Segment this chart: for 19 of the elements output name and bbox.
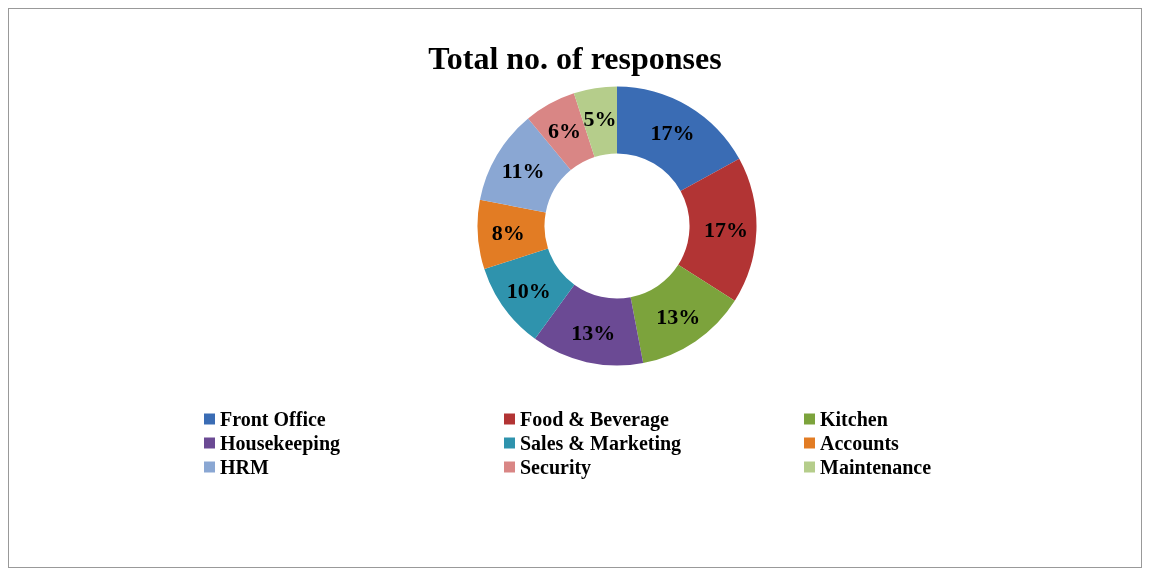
data-label: 13% — [571, 319, 616, 345]
legend-label: Housekeeping — [220, 432, 341, 455]
data-label: 11% — [501, 158, 545, 183]
legend-label: Food & Beverage — [520, 408, 669, 431]
legend-label: Accounts — [820, 432, 900, 454]
data-label: 17% — [650, 119, 695, 145]
data-label: 6% — [547, 117, 581, 143]
legend-label: Maintenance — [820, 456, 932, 478]
data-label: 17% — [703, 216, 748, 242]
legend-label: Security — [520, 456, 592, 479]
legend-label: Front Office — [220, 408, 326, 430]
legend-label: HRM — [220, 456, 269, 478]
data-label: 10% — [506, 277, 551, 303]
data-label: 13% — [656, 303, 701, 329]
chart-title: Total no. of responses — [428, 40, 722, 76]
data-label: 8% — [491, 220, 525, 246]
data-label: 5% — [583, 105, 617, 131]
legend-label: Sales & Marketing — [520, 432, 682, 455]
legend-label: Kitchen — [820, 408, 888, 430]
